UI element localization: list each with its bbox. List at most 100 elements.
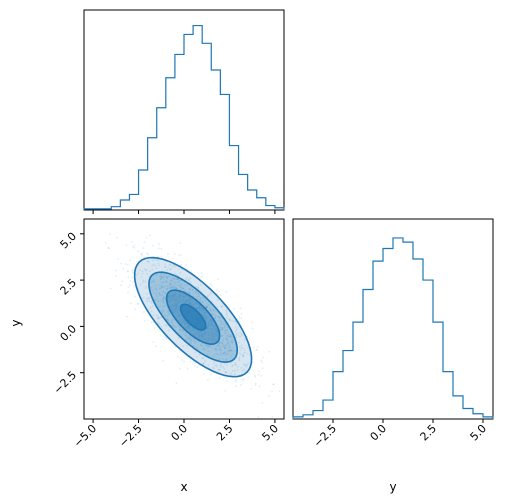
- scatter-point: [174, 304, 177, 307]
- scatter-point: [198, 353, 201, 356]
- scatter-point: [148, 275, 151, 278]
- scatter-point: [225, 343, 228, 346]
- scatter-point: [164, 324, 167, 327]
- scatter-point: [221, 328, 223, 331]
- scatter-point: [169, 284, 172, 286]
- scatter-point: [188, 337, 190, 340]
- scatter-point: [156, 288, 159, 291]
- scatter-y-tick-label: −2.5: [51, 369, 79, 397]
- hist-y-steps: [292, 237, 494, 419]
- scatter-point: [175, 298, 178, 301]
- scatter-point: [174, 326, 177, 329]
- scatter-point: [200, 344, 203, 347]
- scatter-point: [250, 387, 252, 390]
- scatter-point: [189, 360, 192, 363]
- scatter-point: [223, 368, 226, 370]
- scatter-point: [187, 279, 190, 281]
- scatter-point: [188, 325, 191, 328]
- scatter-point: [185, 301, 187, 303]
- scatter-point: [175, 277, 178, 280]
- scatter-point: [228, 319, 231, 322]
- scatter-point: [164, 266, 167, 268]
- scatter-point: [217, 278, 220, 281]
- density-contour: [133, 256, 253, 378]
- scatter-point: [155, 273, 158, 276]
- scatter-point: [178, 294, 181, 297]
- scatter-point: [187, 325, 189, 328]
- scatter-point: [146, 272, 149, 275]
- scatter-point: [205, 344, 208, 347]
- scatter-x-tick-label: −2.5: [117, 422, 145, 450]
- scatter-point: [159, 334, 162, 336]
- scatter-point: [200, 334, 203, 336]
- scatter-point: [179, 329, 181, 331]
- scatter-point: [195, 296, 198, 298]
- scatter-point: [201, 309, 204, 312]
- scatter-point: [241, 378, 244, 381]
- scatter-point: [150, 286, 153, 289]
- scatter-point: [222, 357, 224, 360]
- scatter-point: [160, 284, 162, 287]
- scatter-point: [120, 284, 122, 287]
- scatter-point: [145, 269, 148, 271]
- scatter-point: [220, 305, 223, 308]
- scatter-point: [190, 297, 193, 300]
- scatter-point: [219, 335, 222, 337]
- scatter-point: [201, 333, 204, 336]
- scatter-point: [238, 352, 241, 354]
- scatter-point: [221, 345, 224, 348]
- scatter-point: [157, 317, 160, 320]
- scatter-point: [210, 331, 213, 334]
- scatter-point: [162, 338, 164, 341]
- scatter-point: [147, 253, 150, 256]
- scatter-point: [208, 293, 211, 296]
- scatter-point: [202, 362, 205, 364]
- scatter-point: [231, 320, 233, 322]
- scatter-point: [218, 357, 221, 360]
- scatter-point: [207, 350, 210, 353]
- scatter-point: [214, 315, 217, 317]
- scatter-point: [195, 340, 198, 343]
- scatter-point: [117, 258, 120, 261]
- scatter-point: [200, 276, 202, 279]
- scatter-point: [215, 288, 218, 291]
- scatter-point: [177, 278, 179, 280]
- scatter-point: [230, 361, 232, 364]
- scatter-point: [224, 347, 227, 349]
- scatter-point: [225, 354, 228, 356]
- scatter-point: [194, 290, 197, 293]
- scatter-point: [226, 344, 229, 347]
- scatter-point: [219, 347, 222, 350]
- scatter-point: [224, 351, 227, 354]
- scatter-point: [208, 345, 211, 348]
- scatter-point: [204, 312, 207, 314]
- scatter-point: [212, 366, 214, 369]
- scatter-point: [215, 344, 218, 347]
- scatter-point: [182, 345, 185, 347]
- scatter-point: [149, 270, 151, 273]
- scatter-point: [231, 364, 234, 367]
- scatter-point: [179, 326, 181, 329]
- scatter-point: [182, 287, 184, 290]
- scatter-point: [198, 304, 201, 307]
- scatter-point: [173, 281, 176, 283]
- scatter-point: [225, 331, 227, 334]
- scatter-point: [175, 295, 177, 298]
- scatter-point: [169, 280, 172, 283]
- scatter-point: [201, 296, 204, 299]
- scatter-point: [217, 316, 220, 319]
- y-axis-label: y: [9, 319, 23, 326]
- scatter-point: [189, 330, 192, 333]
- scatter-point: [229, 349, 232, 352]
- scatter-point: [175, 306, 177, 309]
- scatter-point: [239, 335, 242, 338]
- scatter-point: [162, 359, 165, 362]
- scatter-point: [200, 272, 203, 275]
- scatter-point: [191, 301, 194, 304]
- scatter-point: [230, 349, 233, 352]
- scatter-point: [164, 263, 167, 266]
- scatter-point: [214, 348, 216, 351]
- scatter-point: [173, 305, 176, 308]
- scatter-point: [180, 264, 183, 266]
- scatter-point: [189, 298, 192, 301]
